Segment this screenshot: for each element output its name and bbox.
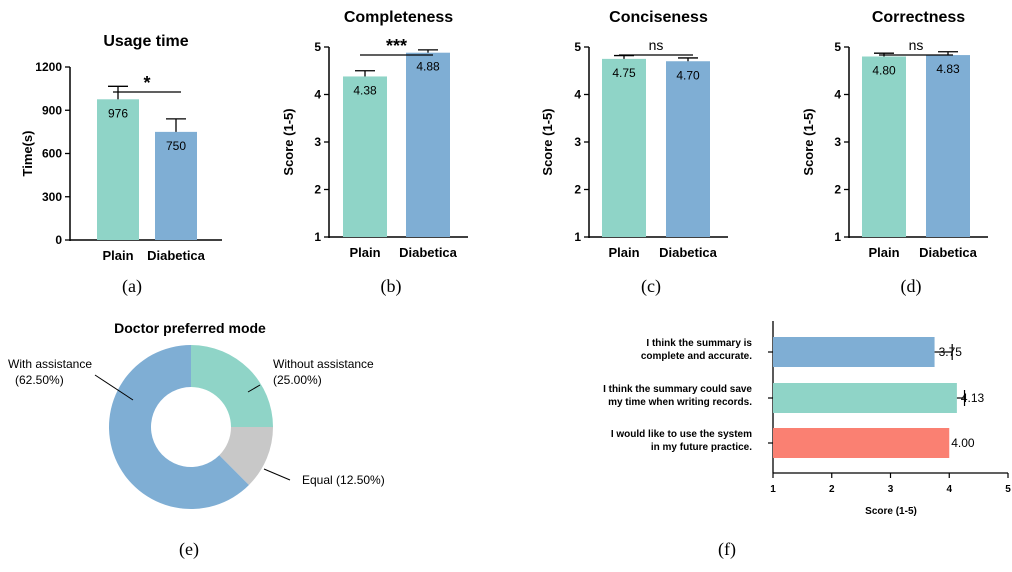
panel-f: 1 2 3 4 5 Score (1-5) 3.75 I think the summary …: [603, 321, 1011, 560]
x-tick-label: 1: [770, 484, 776, 495]
y-tick-label: 1: [574, 230, 581, 244]
y-tick-label: 1200: [35, 60, 62, 74]
bar-diabetica: [666, 61, 710, 237]
y-tick-label: 0: [55, 233, 62, 247]
data-label: 4.83: [936, 62, 960, 76]
bar-statement-1: [773, 337, 935, 367]
panel-label: (d): [901, 276, 922, 297]
panel-label: (e): [179, 539, 199, 560]
bar-diabetica: [155, 131, 197, 240]
panel-b: Completeness 1 2 3 4 5 Score (1-5) 4.38 Plain 4.8…: [281, 9, 468, 297]
slice-leader-line: [94, 374, 134, 401]
x-tick-label: 4: [946, 484, 952, 495]
y-tick-label: 2: [314, 183, 321, 197]
y-axis-label: Score (1-5): [540, 108, 555, 175]
chart-title: Doctor preferred mode: [114, 320, 266, 336]
x-tick-label: 5: [1005, 484, 1011, 495]
slice-without-assistance: [191, 345, 273, 427]
data-label: 976: [108, 106, 128, 120]
y-axis-label: Score (1-5): [281, 108, 296, 175]
x-tick-label: Diabetica: [659, 245, 718, 260]
data-label: 4.00: [951, 436, 975, 450]
panel-label: (b): [381, 276, 402, 297]
bar-statement-3: [773, 428, 950, 458]
slice-equal: [219, 427, 273, 485]
slice-leader-line: [263, 468, 291, 481]
y-tick-label: 5: [314, 40, 321, 54]
significance-marker: ***: [386, 36, 407, 56]
y-tick-label: 5: [574, 40, 581, 54]
slice-label: Equal (12.50%): [302, 473, 385, 487]
panel-c: Conciseness 1 2 3 4 5 Score (1-5) 4.75 Plain 4.70…: [540, 9, 728, 297]
y-tick-label: I think the summary is: [646, 338, 752, 349]
data-label: 4.13: [961, 391, 985, 405]
y-axis-label: Score (1-5): [801, 108, 816, 175]
chart-title: Conciseness: [609, 9, 708, 26]
x-tick-label: Diabetica: [399, 245, 458, 260]
y-tick-label: 4: [574, 88, 581, 102]
bar-plain: [602, 58, 646, 237]
x-tick-label: Plain: [608, 245, 639, 260]
slice-label: Without assistance: [273, 357, 374, 371]
x-tick-label: Plain: [349, 245, 380, 260]
x-axis-label: Score (1-5): [865, 506, 917, 517]
x-tick-label: 3: [888, 484, 894, 495]
y-tick-label: my time when writing records.: [608, 397, 752, 408]
x-tick-label: Diabetica: [147, 248, 206, 263]
significance-marker: *: [143, 73, 150, 93]
x-tick-label: Diabetica: [919, 245, 978, 260]
y-tick-label: 3: [314, 135, 321, 149]
panel-label: (f): [718, 539, 736, 560]
slice-label: (25.00%): [273, 373, 322, 387]
bar-diabetica: [926, 55, 970, 238]
data-label: 3.75: [939, 345, 963, 359]
chart-title: Correctness: [872, 9, 965, 26]
y-tick-label: in my future practice.: [651, 442, 752, 453]
y-tick-label: 4: [314, 88, 321, 102]
panel-a: Usage time 0 300 600 900 1200 Time(s) 976 Plain 7…: [20, 33, 222, 297]
data-label: 4.80: [872, 64, 896, 78]
chart-title: Completeness: [344, 9, 453, 26]
x-tick-label: 2: [829, 484, 835, 495]
y-tick-label: I would like to use the system: [611, 429, 752, 440]
bar-diabetica: [406, 52, 450, 238]
y-tick-label: 1: [834, 230, 841, 244]
y-tick-label: 3: [834, 135, 841, 149]
y-tick-label: 4: [834, 88, 841, 102]
data-label: 4.70: [676, 68, 700, 82]
panel-label: (a): [122, 276, 142, 297]
y-tick-label: 600: [42, 147, 62, 161]
data-label: 4.38: [353, 83, 377, 97]
chart-title: Usage time: [103, 33, 188, 50]
y-tick-label: 1: [314, 230, 321, 244]
significance-marker: ns: [649, 37, 664, 53]
y-tick-label: 2: [834, 183, 841, 197]
y-tick-label: 3: [574, 135, 581, 149]
significance-marker: ns: [909, 37, 924, 53]
data-label: 4.75: [612, 66, 636, 80]
data-label: 4.88: [416, 60, 440, 74]
y-tick-label: 5: [834, 40, 841, 54]
y-tick-label: 300: [42, 190, 62, 204]
y-tick-label: I think the summary could save: [603, 384, 752, 395]
slice-with-assistance: [109, 344, 249, 509]
data-label: 750: [166, 139, 186, 153]
panel-label: (c): [641, 276, 661, 297]
slice-leader-line: [247, 384, 261, 393]
x-tick-label: Plain: [102, 248, 133, 263]
y-tick-label: 2: [574, 183, 581, 197]
bar-plain: [862, 56, 906, 237]
slice-label: With assistance: [8, 357, 92, 371]
slice-label: (62.50%): [15, 373, 64, 387]
y-tick-label: 900: [42, 103, 62, 117]
x-tick-label: Plain: [868, 245, 899, 260]
bar-plain: [343, 76, 387, 237]
bar-statement-2: [773, 383, 957, 413]
y-tick-label: complete and accurate.: [641, 351, 752, 362]
panel-d: Correctness 1 2 3 4 5 Score (1-5) 4.80 Plain 4.83…: [801, 9, 988, 297]
panel-e: Doctor preferred mode Without assistance (…: [8, 320, 385, 560]
bar-plain: [97, 99, 139, 240]
y-axis-label: Time(s): [20, 131, 35, 177]
